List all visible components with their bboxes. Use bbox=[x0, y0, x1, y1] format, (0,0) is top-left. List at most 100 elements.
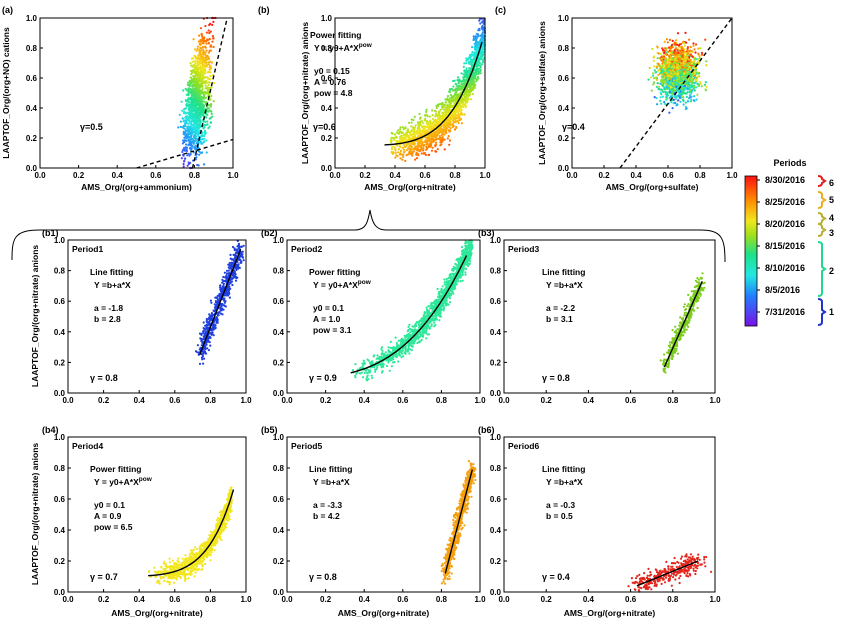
scatter-point bbox=[445, 110, 448, 113]
scatter-point bbox=[652, 65, 656, 68]
scatter-point bbox=[198, 66, 201, 69]
scatter-point bbox=[679, 58, 682, 61]
scatter-point bbox=[202, 46, 205, 49]
scatter-point bbox=[678, 84, 681, 87]
scatter-point bbox=[680, 83, 683, 86]
scatter-point bbox=[476, 67, 479, 70]
scatter-point bbox=[406, 129, 409, 133]
scatter-points bbox=[177, 16, 217, 170]
scatter-point bbox=[676, 66, 679, 69]
scatter-point bbox=[202, 107, 205, 111]
scatter-point bbox=[207, 83, 210, 87]
scatter-point bbox=[402, 143, 405, 146]
scatter-point bbox=[686, 46, 690, 49]
scatter-point bbox=[472, 86, 475, 89]
scatter-point bbox=[468, 89, 471, 92]
scatter-point bbox=[194, 59, 197, 63]
scatter-point bbox=[443, 148, 446, 151]
scatter-point bbox=[210, 61, 214, 64]
scatter-point bbox=[191, 114, 194, 117]
scatter-point bbox=[677, 80, 680, 83]
scatter-point bbox=[468, 93, 472, 96]
scatter-point bbox=[208, 37, 211, 41]
x-tick-label: 0.2 bbox=[359, 171, 371, 180]
scatter-point bbox=[207, 51, 211, 54]
y-tick-label: 0.4 bbox=[321, 104, 333, 113]
scatter-point bbox=[206, 63, 209, 66]
scatter-point bbox=[660, 69, 664, 72]
scatter-point bbox=[208, 78, 211, 81]
scatter-point bbox=[397, 148, 400, 151]
scatter-point bbox=[416, 149, 419, 152]
scatter-point bbox=[667, 74, 670, 77]
scatter-point bbox=[674, 101, 677, 104]
scatter-point bbox=[449, 127, 452, 130]
scatter-point bbox=[674, 63, 677, 66]
scatter-point bbox=[193, 98, 197, 101]
scatter-point bbox=[447, 98, 450, 102]
scatter-point bbox=[180, 100, 183, 103]
scatter-point bbox=[203, 68, 206, 72]
scatter-point bbox=[446, 118, 449, 121]
scatter-point bbox=[463, 70, 466, 73]
y-tick-label: 0.0 bbox=[26, 164, 38, 173]
scatter-point bbox=[476, 48, 479, 51]
scatter-point bbox=[191, 124, 194, 127]
scatter-point bbox=[197, 95, 200, 98]
scatter-point bbox=[204, 46, 207, 49]
fit-line bbox=[191, 17, 228, 169]
scatter-point bbox=[184, 146, 187, 149]
scatter-point bbox=[704, 88, 707, 91]
scatter-point bbox=[474, 45, 477, 48]
scatter-point bbox=[197, 73, 200, 77]
scatter-point bbox=[189, 153, 192, 156]
scatter-point bbox=[205, 49, 208, 52]
scatter-point bbox=[182, 165, 185, 168]
scatter-point bbox=[461, 85, 464, 88]
scatter-point bbox=[182, 89, 185, 92]
scatter-point bbox=[390, 148, 393, 151]
scatter-point bbox=[660, 88, 664, 91]
scatter-point bbox=[396, 155, 399, 158]
scatter-point bbox=[211, 23, 214, 26]
scatter-point bbox=[205, 151, 208, 154]
scatter-point bbox=[205, 31, 208, 34]
scatter-point bbox=[184, 112, 188, 115]
scatter-point bbox=[679, 46, 682, 49]
scatter-point bbox=[182, 111, 185, 115]
scatter-point bbox=[455, 125, 458, 129]
scatter-point bbox=[682, 66, 685, 69]
scatter-point bbox=[179, 120, 182, 123]
scatter-point bbox=[414, 146, 417, 149]
scatter-point bbox=[414, 158, 417, 161]
scatter-point bbox=[183, 139, 186, 142]
scatter-point bbox=[460, 82, 463, 86]
scatter-point bbox=[653, 96, 656, 99]
scatter-point bbox=[416, 132, 419, 135]
scatter-point bbox=[448, 130, 451, 133]
x-tick-label: 0.4 bbox=[112, 171, 124, 180]
scatter-point bbox=[681, 92, 684, 96]
panel-label: (c) bbox=[495, 5, 506, 15]
scatter-point bbox=[441, 107, 444, 110]
scatter-point bbox=[195, 87, 198, 90]
scatter-point bbox=[209, 49, 212, 52]
scatter-point bbox=[448, 88, 452, 91]
scatter-point bbox=[668, 38, 672, 42]
scatter-point bbox=[668, 63, 671, 66]
scatter-point bbox=[187, 105, 191, 108]
scatter-point bbox=[198, 60, 201, 63]
fit-parameter: pow = 4.8 bbox=[314, 88, 353, 98]
scatter-point bbox=[190, 57, 193, 60]
scatter-point bbox=[470, 58, 473, 61]
scatter-point bbox=[697, 84, 700, 87]
scatter-point bbox=[195, 116, 198, 120]
scatter-point bbox=[681, 64, 685, 67]
scatter-point bbox=[417, 154, 420, 157]
scatter-point bbox=[398, 128, 402, 131]
scatter-point bbox=[677, 77, 680, 80]
y-tick-label: 0.0 bbox=[321, 164, 333, 173]
scatter-point bbox=[426, 114, 429, 117]
scatter-point bbox=[657, 62, 660, 65]
scatter-point bbox=[440, 141, 443, 144]
